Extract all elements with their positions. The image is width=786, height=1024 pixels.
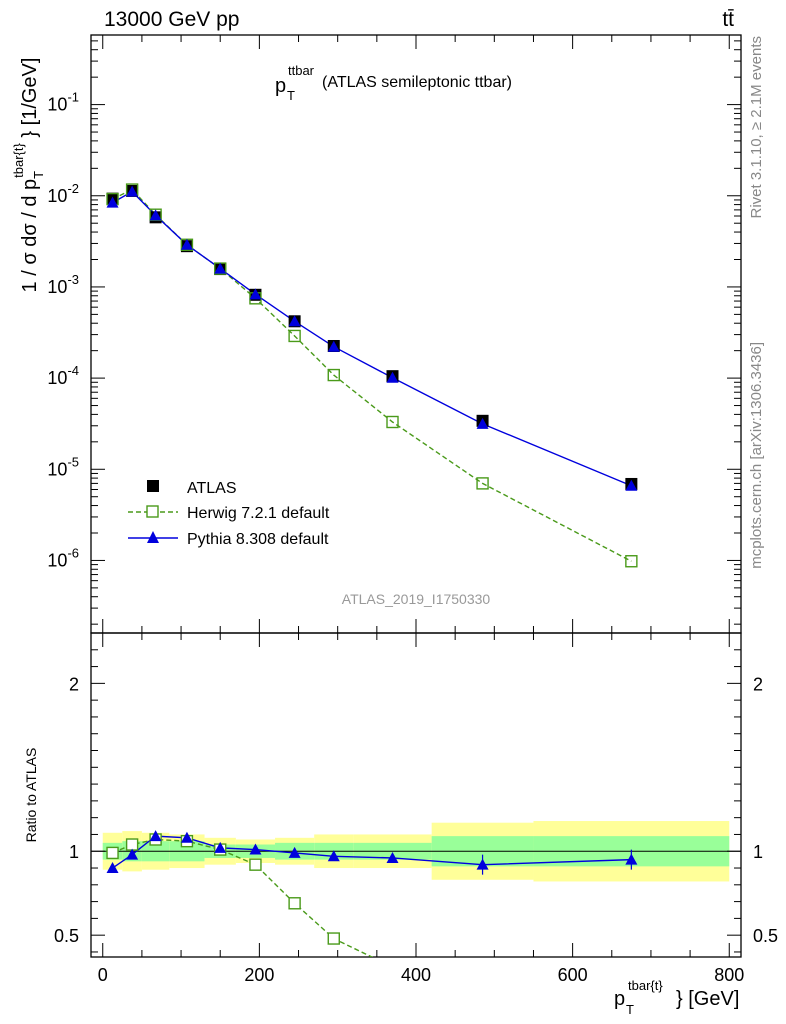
legend-pythia-label: Pythia 8.308 default: [187, 531, 329, 548]
x-tick-label: 600: [558, 965, 588, 985]
plot-title-sub: T: [287, 88, 295, 103]
legend-atlas-marker: [147, 480, 159, 492]
energy-label: 13000 GeV pp: [104, 8, 239, 31]
ratio-point-pythia: [214, 841, 227, 853]
data-point-herwig: [625, 555, 638, 568]
data-point-herwig: [327, 368, 340, 382]
ratio-point-herwig: [288, 897, 301, 910]
plot-title-main: p: [275, 75, 286, 97]
ratio-point-pythia: [288, 846, 301, 858]
data-point-herwig: [476, 477, 489, 490]
main-y-tick-label: 10-1: [47, 90, 79, 115]
plot-title-sup: ttbar: [288, 63, 315, 78]
data-point-pythia: [149, 209, 162, 221]
x-axis-label-sub: T: [626, 1002, 634, 1017]
legend-atlas-label: ATLAS: [187, 480, 237, 497]
plot-title-rest: (ATLAS semileptonic ttbar): [322, 74, 512, 91]
ratio-point-herwig: [327, 932, 340, 945]
legend-pythia-marker: [147, 531, 159, 543]
data-point-herwig: [288, 329, 301, 343]
data-point-pythia: [288, 315, 301, 327]
legend-herwig-label: Herwig 7.2.1 default: [187, 505, 330, 522]
main-series: [106, 183, 638, 568]
data-point-herwig: [386, 415, 399, 429]
data-point-pythia: [249, 288, 262, 300]
ratio-point-herwig: [249, 858, 262, 871]
ratio-point-pythia: [106, 862, 119, 874]
data-point-pythia: [126, 185, 139, 197]
main-y-tick-label: 10-4: [47, 363, 79, 388]
ratio-point-pythia: [476, 858, 489, 870]
data-point-pythia: [625, 479, 638, 491]
rivet-label: Rivet 3.1.10, ≥ 2.1M events: [748, 36, 765, 219]
x-axis-label: p T tbar{t} } [GeV]: [614, 978, 739, 1017]
x-axis-label-sup: tbar{t}: [628, 978, 663, 993]
ratio-y-tick-label-left: 0.5: [54, 926, 79, 946]
main-y-tick-label: 10-5: [47, 454, 79, 479]
ratio-point-pythia: [625, 853, 638, 865]
data-point-pythia: [180, 238, 193, 250]
ratio-y-tick-label-right: 1: [753, 842, 763, 862]
ratio-series: [106, 830, 638, 957]
mcplots-label: mcplots.cern.ch [arXiv:1306.3436]: [748, 342, 765, 569]
ratio-axes: 0 200 400 600 800 0.5 0.5 1 1 2 2: [54, 632, 778, 985]
main-y-tick-label: 10-3: [47, 272, 79, 297]
x-tick-label: 200: [244, 965, 274, 985]
data-point-pythia: [106, 196, 119, 208]
ratio-point-pythia: [327, 850, 340, 862]
process-label: tt̄: [722, 8, 734, 31]
main-y-tick-label: 10-6: [47, 545, 79, 570]
ratio-y-tick-label-left: 2: [69, 674, 79, 694]
ratio-point-pythia: [126, 848, 139, 860]
ratio-y-axis-label: Ratio to ATLAS: [23, 748, 39, 843]
ratio-point-pythia: [180, 831, 193, 843]
main-axes: 10-6 10-5 10-4 10-3 10-2 10-1: [47, 34, 742, 634]
ratio-y-tick-label-left: 1: [69, 842, 79, 862]
legend: ATLAS Herwig 7.2.1 default Pythia 8.308 …: [128, 480, 330, 548]
legend-herwig-marker: [146, 505, 159, 518]
ratio-y-tick-label-right: 0.5: [753, 926, 778, 946]
data-point-pythia: [476, 417, 489, 429]
data-point-pythia: [214, 262, 227, 274]
x-axis-label-rest: } [GeV]: [676, 988, 739, 1010]
x-tick-label: 800: [714, 965, 744, 985]
main-y-tick-label: 10-2: [47, 181, 79, 206]
ratio-y-tick-label-right: 2: [753, 674, 763, 694]
analysis-watermark: ATLAS_2019_I1750330: [342, 591, 491, 607]
x-tick-label: 400: [401, 965, 431, 985]
x-tick-label: 0: [98, 965, 108, 985]
data-point-pythia: [327, 340, 340, 352]
ratio-point-pythia: [249, 843, 262, 855]
ratio-point-pythia: [149, 830, 162, 842]
data-point-pythia: [386, 371, 399, 383]
ratio-point-pythia: [386, 851, 399, 863]
ratio-point-herwig: [106, 846, 119, 860]
main-y-axis-label: 1 / σ dσ / d pTtbar{t} } [1/GeV]: [11, 58, 46, 293]
x-axis-label-main: p: [614, 988, 625, 1010]
ratio-point-herwig: [125, 838, 139, 851]
plot-title: p T ttbar (ATLAS semileptonic ttbar): [275, 63, 512, 103]
